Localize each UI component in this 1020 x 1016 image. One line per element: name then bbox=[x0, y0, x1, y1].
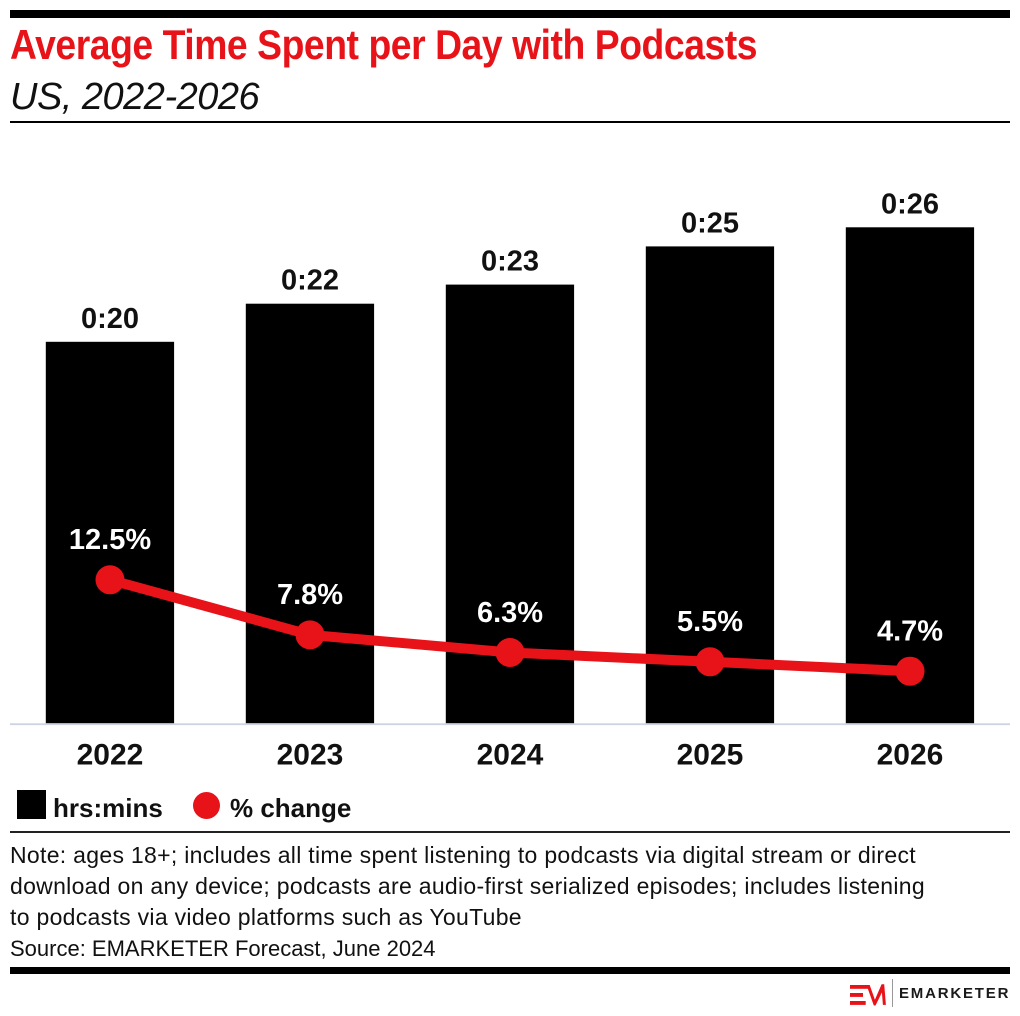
svg-text:5.5%: 5.5% bbox=[677, 606, 743, 638]
svg-text:0:26: 0:26 bbox=[881, 188, 939, 220]
svg-text:0:25: 0:25 bbox=[681, 207, 739, 239]
svg-text:0:20: 0:20 bbox=[81, 303, 139, 335]
svg-text:7.8%: 7.8% bbox=[277, 579, 343, 611]
svg-text:0:22: 0:22 bbox=[281, 265, 339, 297]
svg-text:2024: 2024 bbox=[477, 739, 544, 772]
svg-text:2026: 2026 bbox=[877, 739, 944, 772]
svg-text:4.7%: 4.7% bbox=[877, 616, 943, 648]
svg-text:0:23: 0:23 bbox=[481, 246, 539, 278]
svg-text:12.5%: 12.5% bbox=[69, 524, 151, 556]
svg-text:2022: 2022 bbox=[77, 739, 144, 772]
svg-text:6.3%: 6.3% bbox=[477, 597, 543, 629]
svg-text:2025: 2025 bbox=[677, 739, 744, 772]
svg-text:2023: 2023 bbox=[277, 739, 344, 772]
